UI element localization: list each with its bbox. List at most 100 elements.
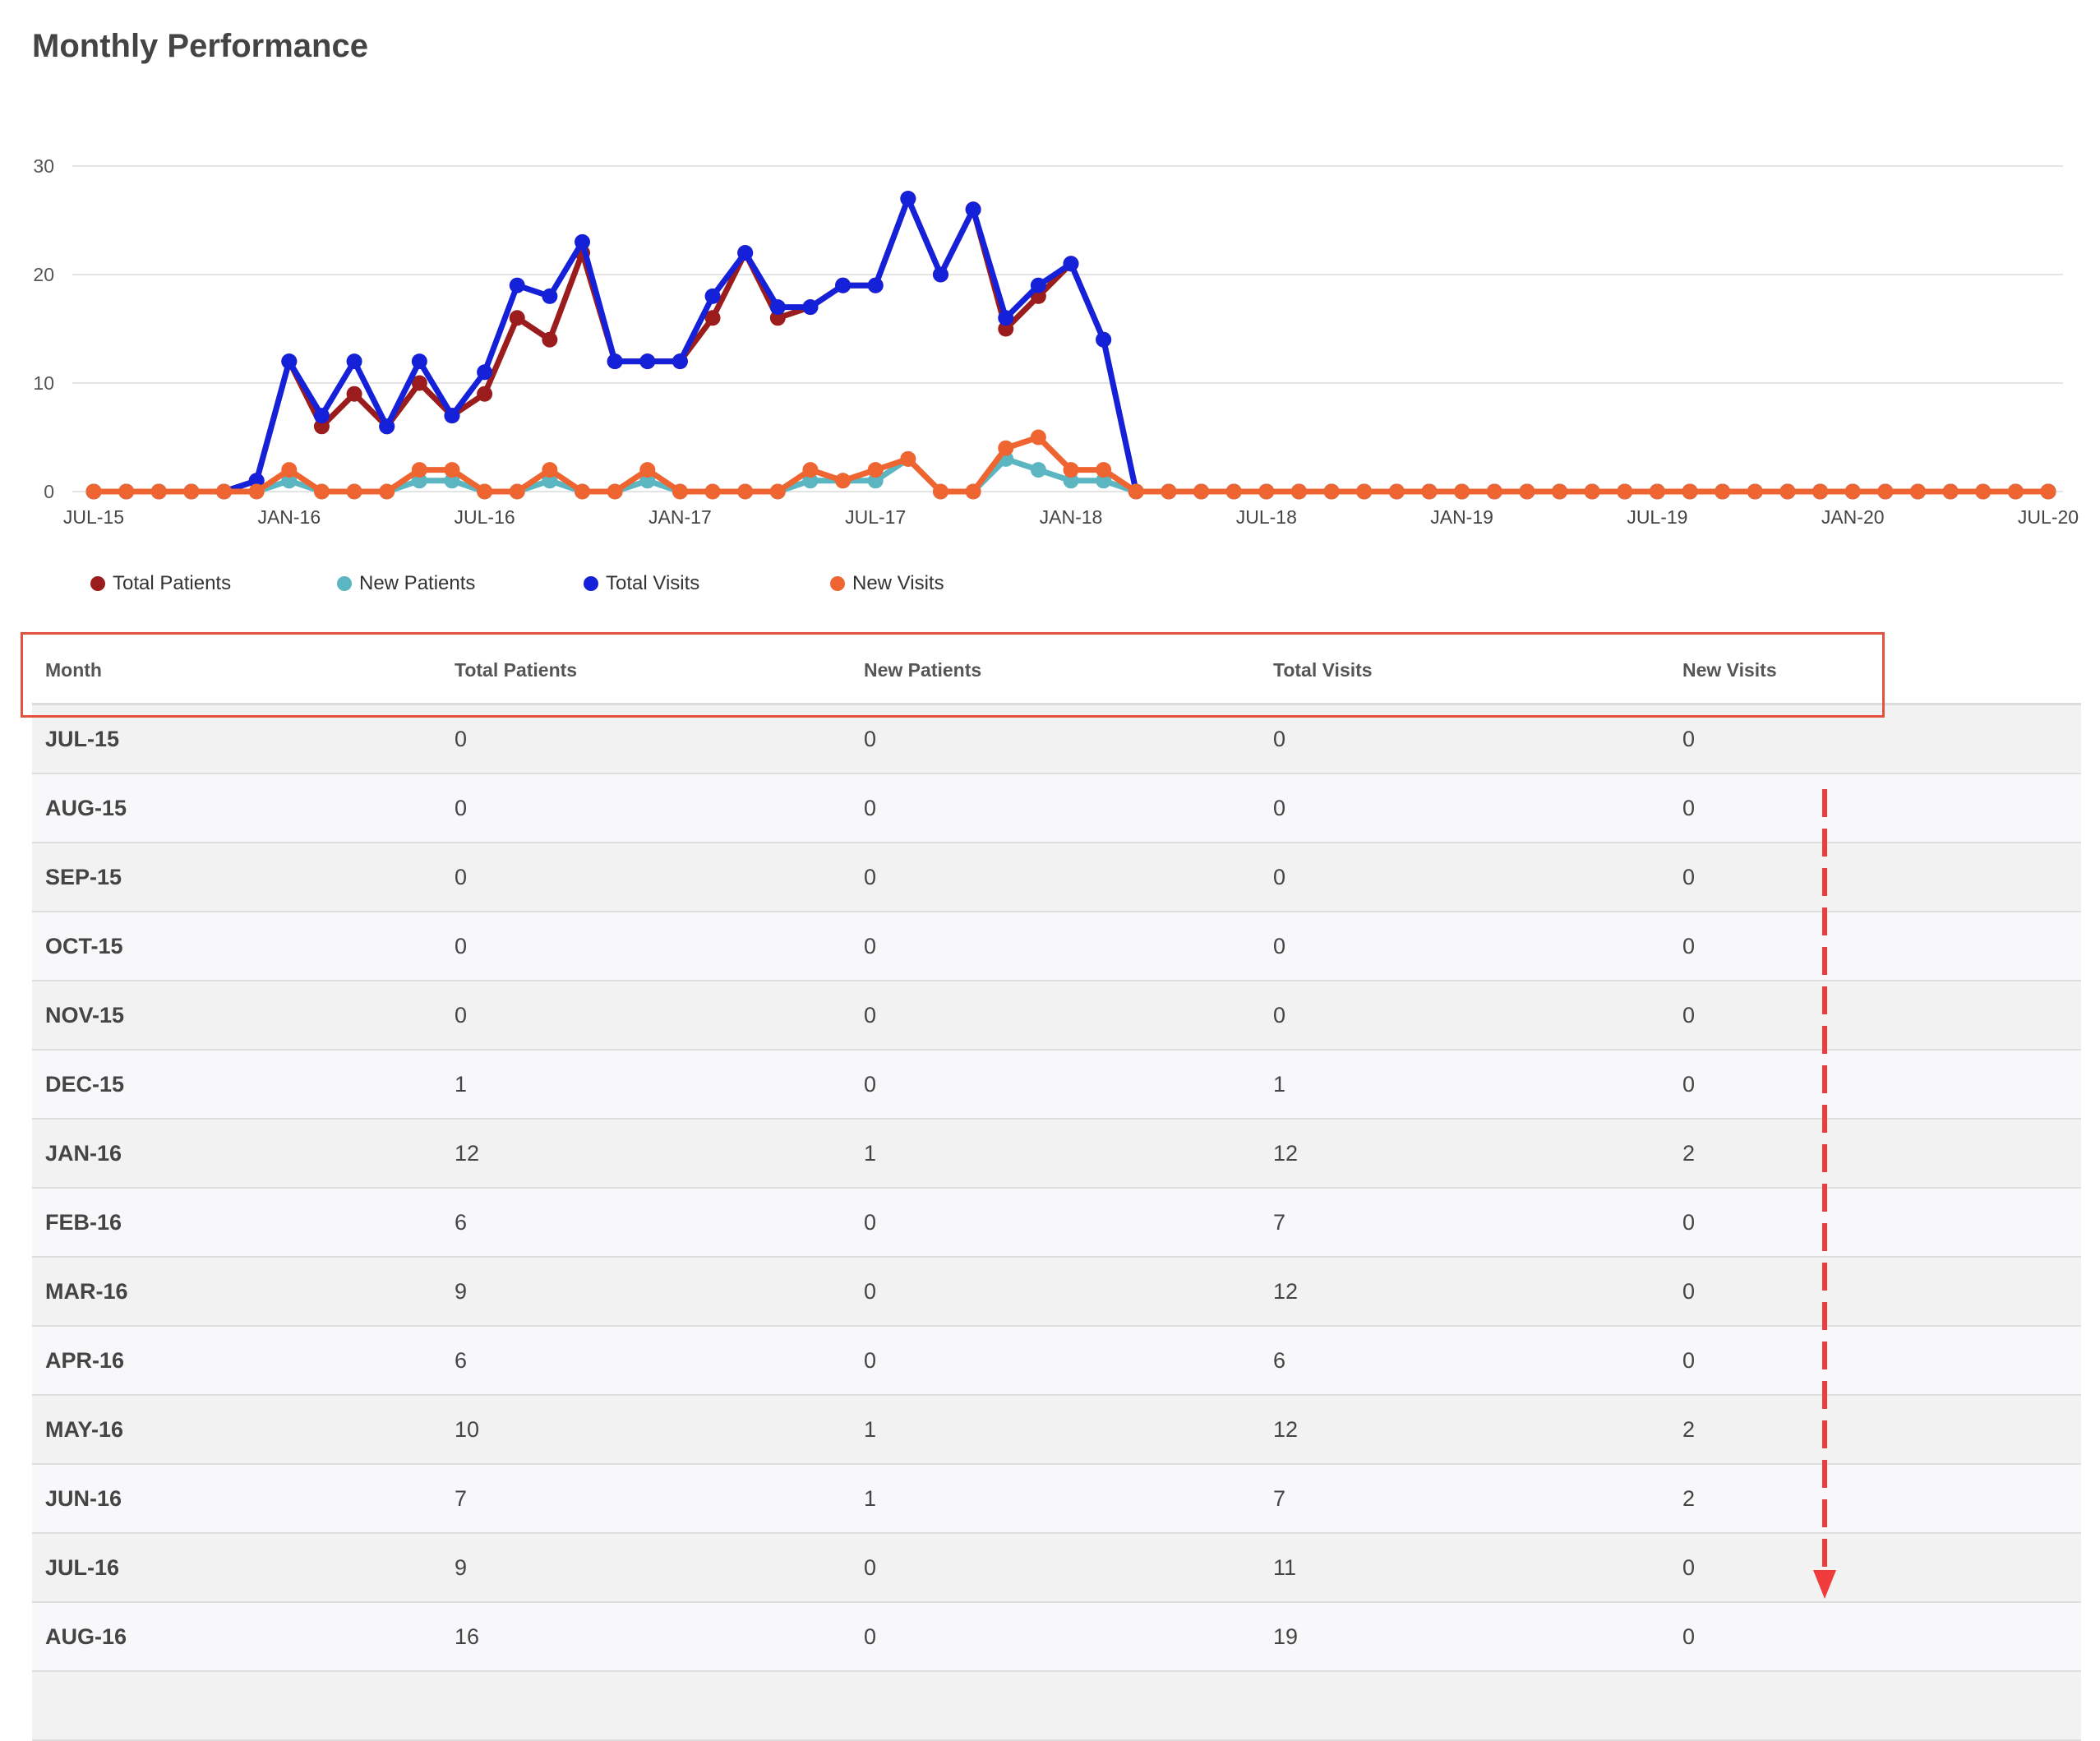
data-point[interactable]: [900, 450, 916, 467]
data-point[interactable]: [998, 310, 1014, 326]
data-point[interactable]: [769, 299, 786, 316]
data-point[interactable]: [998, 321, 1014, 337]
data-point[interactable]: [737, 483, 754, 500]
data-point[interactable]: [1128, 483, 1144, 500]
data-point[interactable]: [542, 473, 558, 489]
data-point[interactable]: [1063, 473, 1079, 489]
data-point[interactable]: [769, 310, 786, 326]
data-point[interactable]: [607, 483, 623, 500]
data-point[interactable]: [769, 483, 786, 500]
data-point[interactable]: [802, 299, 819, 316]
data-point[interactable]: [1258, 483, 1275, 500]
data-point[interactable]: [704, 483, 721, 500]
data-point[interactable]: [1290, 483, 1307, 500]
data-point[interactable]: [281, 473, 298, 489]
data-point[interactable]: [313, 483, 330, 500]
data-point[interactable]: [1063, 256, 1079, 272]
data-point[interactable]: [900, 191, 916, 207]
data-point[interactable]: [639, 353, 656, 370]
data-point[interactable]: [1388, 483, 1405, 500]
data-point[interactable]: [509, 310, 525, 326]
data-point[interactable]: [1942, 483, 1959, 500]
data-point[interactable]: [1844, 483, 1861, 500]
data-point[interactable]: [313, 418, 330, 435]
data-point[interactable]: [444, 473, 460, 489]
data-point[interactable]: [1454, 483, 1470, 500]
data-point[interactable]: [477, 483, 493, 500]
data-point[interactable]: [118, 483, 135, 500]
data-point[interactable]: [542, 331, 558, 348]
data-point[interactable]: [379, 483, 395, 500]
data-point[interactable]: [1486, 483, 1502, 500]
data-point[interactable]: [379, 418, 395, 435]
data-point[interactable]: [411, 353, 427, 370]
data-point[interactable]: [1096, 331, 1112, 348]
data-point[interactable]: [802, 473, 819, 489]
data-point[interactable]: [802, 462, 819, 478]
data-point[interactable]: [1715, 483, 1731, 500]
data-point[interactable]: [1193, 483, 1210, 500]
data-point[interactable]: [737, 245, 754, 261]
data-point[interactable]: [1063, 462, 1079, 478]
data-point[interactable]: [867, 277, 884, 293]
data-point[interactable]: [1030, 429, 1046, 446]
data-point[interactable]: [1617, 483, 1633, 500]
data-point[interactable]: [542, 288, 558, 304]
data-point[interactable]: [411, 375, 427, 391]
data-point[interactable]: [1161, 483, 1177, 500]
data-point[interactable]: [867, 462, 884, 478]
column-header[interactable]: Month: [45, 659, 102, 681]
data-point[interactable]: [281, 353, 298, 370]
data-point[interactable]: [1421, 483, 1438, 500]
data-point[interactable]: [1909, 483, 1926, 500]
legend-item[interactable]: New Visits: [830, 572, 1077, 595]
legend-item[interactable]: Total Patients: [90, 572, 337, 595]
data-point[interactable]: [1519, 483, 1535, 500]
data-point[interactable]: [1877, 483, 1894, 500]
column-header[interactable]: New Visits: [1682, 659, 1777, 681]
data-point[interactable]: [477, 386, 493, 402]
data-point[interactable]: [444, 408, 460, 424]
data-point[interactable]: [639, 473, 656, 489]
column-header[interactable]: New Patients: [864, 659, 982, 681]
data-point[interactable]: [704, 310, 721, 326]
data-point[interactable]: [509, 277, 525, 293]
data-point[interactable]: [1096, 462, 1112, 478]
data-point[interactable]: [672, 353, 688, 370]
column-header[interactable]: Total Visits: [1273, 659, 1373, 681]
data-point[interactable]: [216, 483, 233, 500]
data-point[interactable]: [932, 483, 948, 500]
data-point[interactable]: [672, 483, 688, 500]
data-point[interactable]: [1682, 483, 1698, 500]
data-point[interactable]: [1584, 483, 1600, 500]
data-point[interactable]: [1225, 483, 1242, 500]
data-point[interactable]: [281, 462, 298, 478]
data-point[interactable]: [1030, 462, 1046, 478]
data-point[interactable]: [835, 277, 852, 293]
data-point[interactable]: [346, 483, 362, 500]
data-point[interactable]: [477, 364, 493, 381]
data-point[interactable]: [965, 201, 981, 218]
data-point[interactable]: [607, 353, 623, 370]
data-point[interactable]: [1323, 483, 1340, 500]
data-point[interactable]: [2040, 483, 2056, 500]
data-point[interactable]: [411, 462, 427, 478]
data-point[interactable]: [346, 386, 362, 402]
data-point[interactable]: [509, 483, 525, 500]
data-point[interactable]: [411, 473, 427, 489]
data-point[interactable]: [835, 473, 852, 489]
data-point[interactable]: [1649, 483, 1665, 500]
data-point[interactable]: [248, 473, 265, 489]
data-point[interactable]: [965, 483, 981, 500]
data-point[interactable]: [542, 462, 558, 478]
data-point[interactable]: [704, 288, 721, 304]
data-point[interactable]: [639, 462, 656, 478]
data-point[interactable]: [1096, 473, 1112, 489]
data-point[interactable]: [248, 483, 265, 500]
data-point[interactable]: [346, 353, 362, 370]
data-point[interactable]: [867, 473, 884, 489]
data-point[interactable]: [2007, 483, 2024, 500]
data-point[interactable]: [575, 483, 590, 500]
data-point[interactable]: [444, 462, 460, 478]
data-point[interactable]: [1030, 277, 1046, 293]
